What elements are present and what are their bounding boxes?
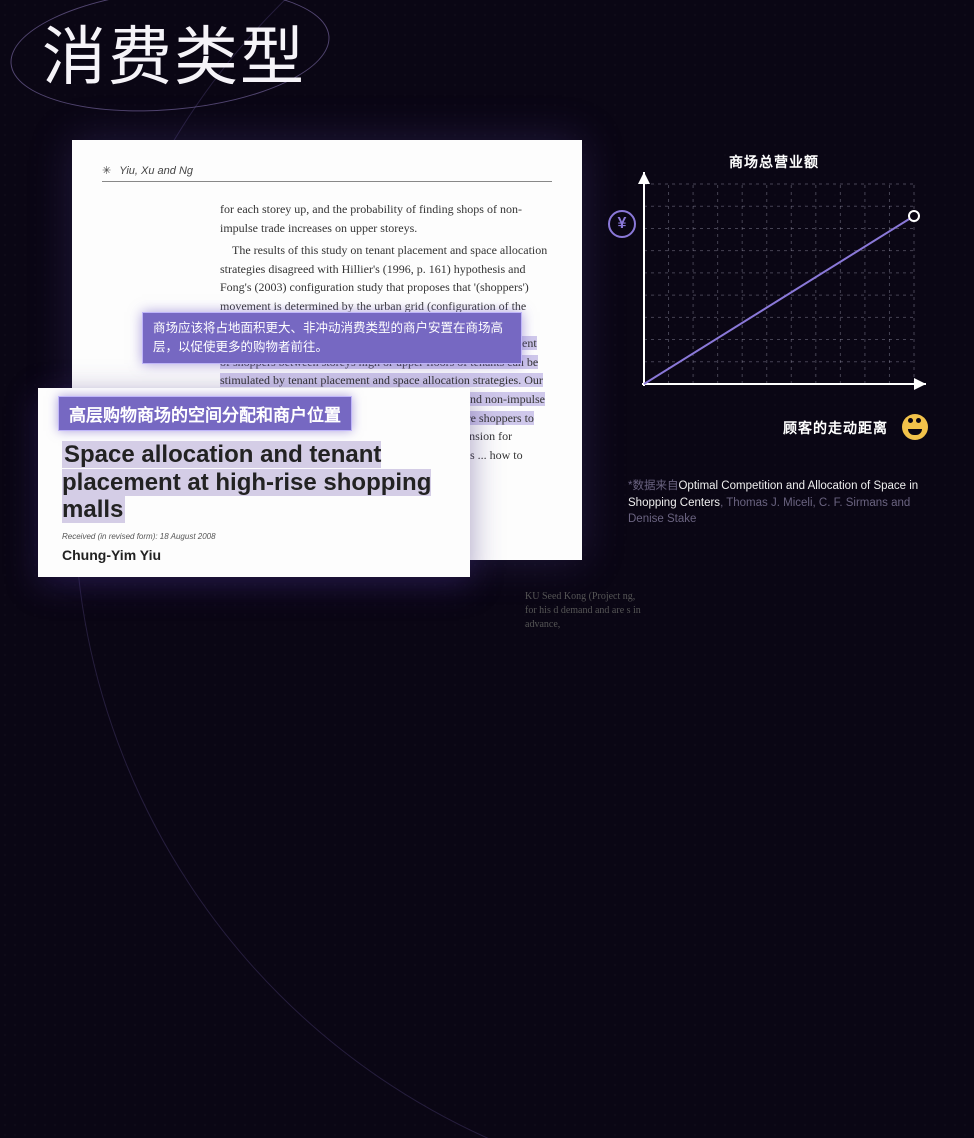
asterisk-icon: ✳: [102, 164, 111, 177]
paper-acknowledgement-fragment: KU Seed Kong (Project ng, for his d dema…: [525, 590, 645, 632]
chart-x-label: 顾客的走动距离: [783, 418, 888, 438]
paper-header-line: ✳ Yiu, Xu and Ng: [102, 164, 552, 182]
paper-received-date: Received (in revised form): 18 August 20…: [62, 532, 446, 541]
paper-lead-author: Chung-Yim Yiu: [62, 547, 446, 563]
chart-y-label: 商场总营业额: [729, 152, 819, 172]
slide-title: 消费类型: [42, 6, 306, 98]
annotation-callout-cn: 商场应该将占地面积更大、非冲动消费类型的商户安置在商场高层，以促使更多的购物者前…: [142, 312, 522, 364]
paper-title-overlay-card: 高层购物商场的空间分配和商户位置 Space allocation and te…: [38, 388, 470, 577]
source-prefix: *数据来自: [628, 480, 678, 492]
yen-icon: ¥: [608, 210, 636, 238]
revenue-vs-distance-chart: 商场总营业额 ¥ 顾客的走动距离: [614, 154, 934, 454]
data-source-citation: *数据来自Optimal Competition and Allocation …: [628, 478, 948, 528]
chart-svg: [614, 154, 934, 414]
paper-title-cn: 高层购物商场的空间分配和商户位置: [58, 396, 352, 431]
customer-icon: [902, 414, 928, 440]
paper-title-en: Space allocation and tenant placement at…: [62, 441, 446, 524]
paper-header-authors: Yiu, Xu and Ng: [119, 165, 193, 177]
paper-para-1: for each storey up, and the probability …: [220, 200, 548, 237]
